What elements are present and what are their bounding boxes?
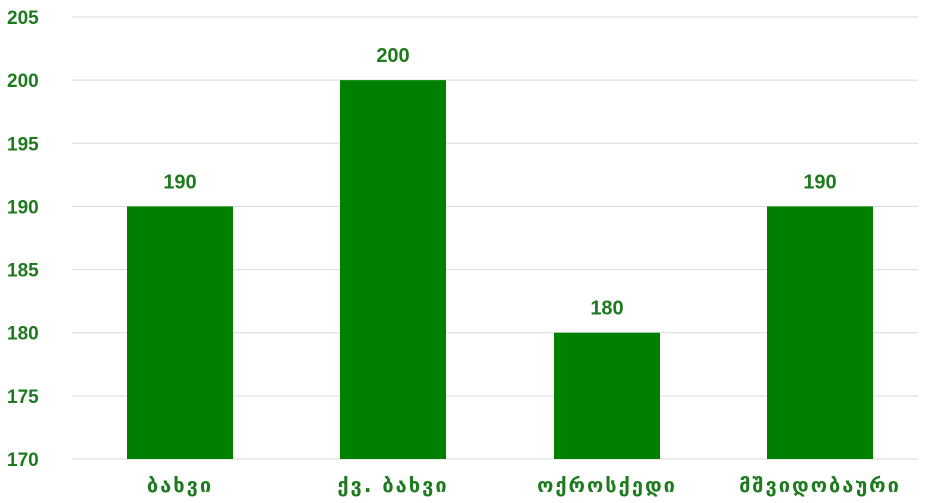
y-tick-label: 195 (7, 134, 39, 155)
y-tick-label: 170 (7, 450, 39, 471)
bar (340, 80, 446, 460)
data-labels: 190 200 180 190 (163, 45, 836, 320)
category-label: ოქროსქედი (537, 473, 677, 497)
data-label: 190 (803, 171, 836, 193)
y-tick-label: 175 (7, 387, 39, 408)
bar (554, 332, 660, 459)
y-tick-label: 190 (7, 197, 39, 218)
y-tick-label: 180 (7, 324, 39, 345)
bar (767, 206, 873, 459)
y-tick-label: 200 (7, 71, 39, 92)
data-label: 180 (590, 298, 623, 320)
x-axis-categories: ბახვი ქვ. ბახვი ოქროსქედი მშვიდობაური (147, 473, 901, 497)
bar (127, 206, 233, 459)
category-label: ბახვი (147, 473, 213, 497)
y-axis-ticks: 170 175 180 185 190 195 200 205 (7, 8, 39, 471)
category-label: მშვიდობაური (739, 473, 901, 497)
data-label: 200 (376, 45, 409, 67)
y-tick-label: 205 (7, 8, 39, 29)
data-label: 190 (163, 171, 196, 193)
category-label: ქვ. ბახვი (337, 473, 448, 497)
y-tick-label: 185 (7, 261, 39, 282)
bars (127, 80, 873, 460)
